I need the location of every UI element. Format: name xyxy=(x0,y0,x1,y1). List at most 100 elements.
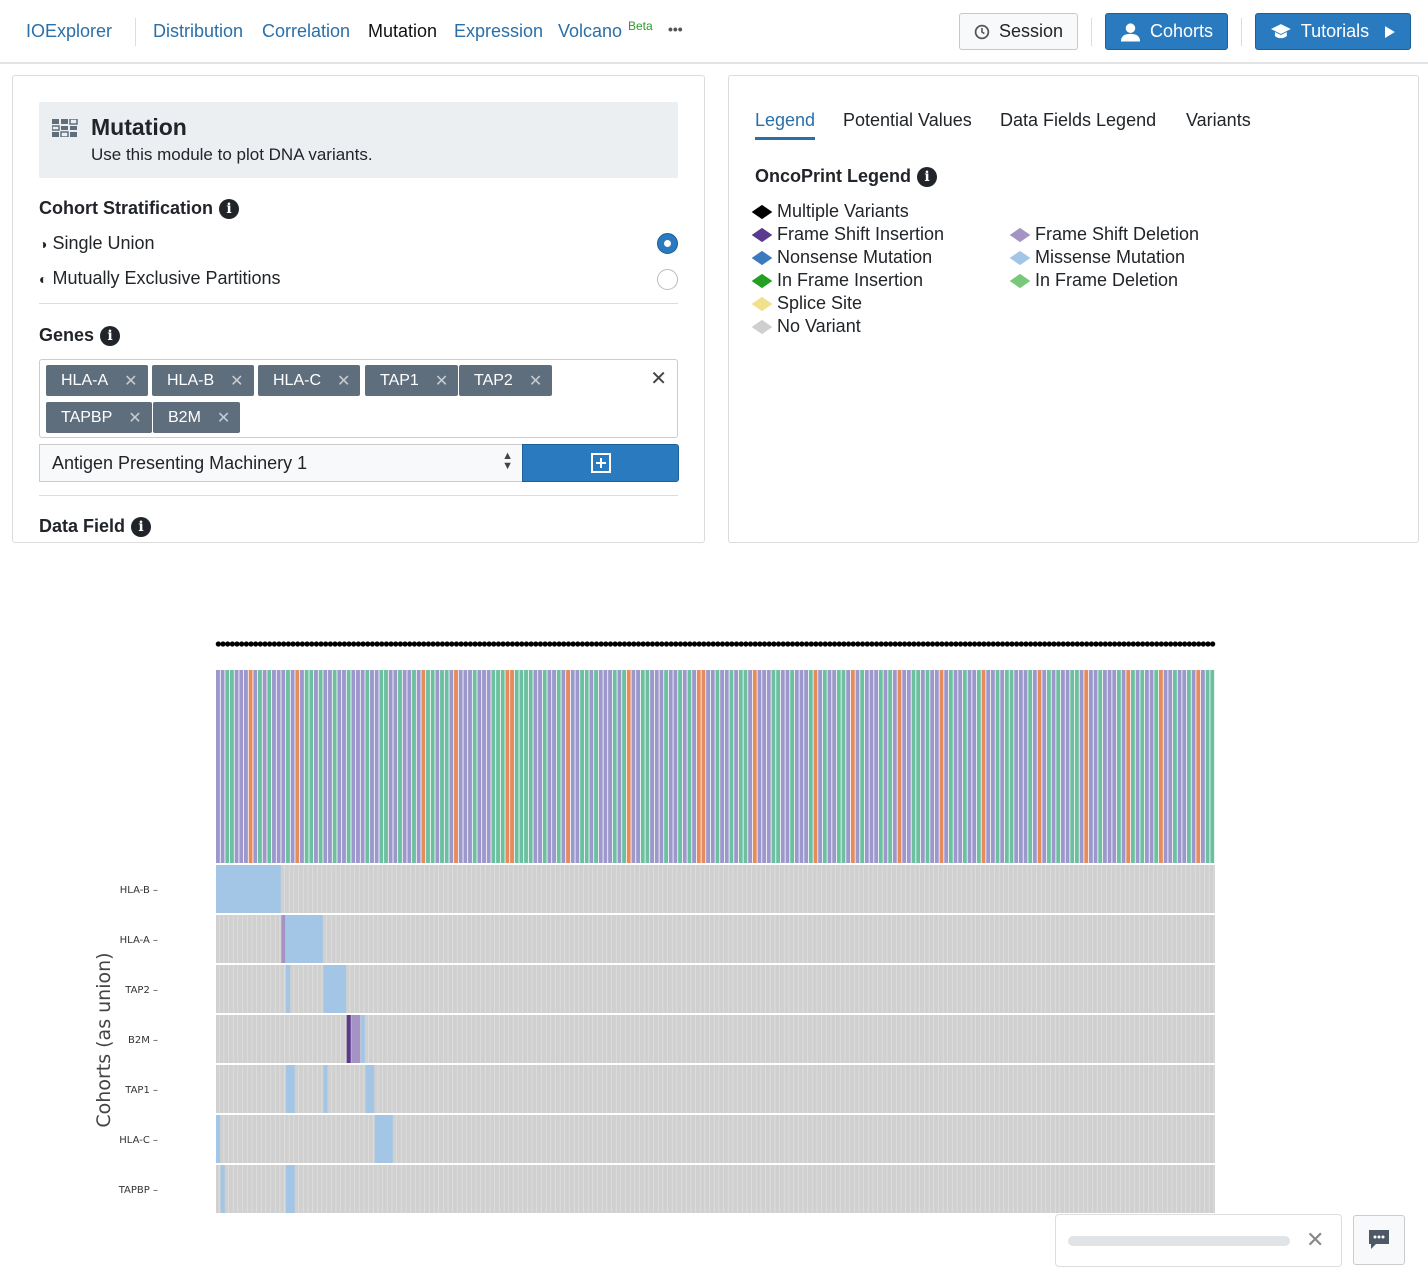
divider xyxy=(39,495,678,496)
more-menu[interactable]: ••• xyxy=(668,21,683,37)
tab-potential-values[interactable]: Potential Values xyxy=(843,110,972,130)
session-button[interactable]: Session xyxy=(959,13,1078,50)
gene-set-select[interactable]: Antigen Presenting Machinery 1 ▲ ▼ xyxy=(39,444,523,482)
multiple-variant-marker xyxy=(505,641,511,647)
tab-variants[interactable]: Variants xyxy=(1186,110,1251,130)
feedback-button[interactable] xyxy=(1353,1215,1405,1265)
close-icon[interactable]: ✕ xyxy=(1306,1227,1325,1252)
info-icon[interactable]: i xyxy=(219,198,239,219)
cohort-bar xyxy=(528,670,533,863)
cohort-bar xyxy=(230,670,234,863)
multiple-variant-marker xyxy=(234,641,240,647)
remove-icon[interactable]: ✕ xyxy=(216,409,231,427)
multiple-variant-marker xyxy=(379,641,385,647)
multiple-variant-marker xyxy=(397,641,403,647)
mutation-cell xyxy=(286,965,291,1013)
cohort-bar xyxy=(1009,670,1014,863)
tab-legend[interactable]: Legend xyxy=(755,110,816,140)
multiple-variant-marker xyxy=(999,641,1006,647)
cohort-bar xyxy=(1186,670,1191,863)
legend-item: Frame Shift Deletion xyxy=(1009,224,1199,245)
cohort-bar xyxy=(813,670,818,863)
multiple-variant-marker xyxy=(1135,641,1141,647)
diamond-icon xyxy=(751,250,773,265)
cohort-bar xyxy=(318,670,323,863)
legend-label: Splice Site xyxy=(777,293,863,313)
multiple-variant-marker xyxy=(808,641,814,647)
mutation-cell xyxy=(220,1165,225,1213)
radio-single-union[interactable] xyxy=(657,233,678,254)
cohort-bar xyxy=(1074,670,1079,863)
nav-mutation[interactable]: Mutation xyxy=(368,21,438,41)
info-icon[interactable]: i xyxy=(100,325,121,346)
multiple-variant-marker xyxy=(915,641,922,647)
tutorials-button[interactable]: Tutorials xyxy=(1255,13,1411,50)
radio-mutually-exclusive[interactable] xyxy=(657,269,678,290)
multiple-variant-marker xyxy=(435,641,441,647)
cohort-bar xyxy=(440,670,444,863)
cohort-bar xyxy=(234,670,239,863)
add-gene-set-button[interactable] xyxy=(522,444,679,482)
cohort-bar xyxy=(794,670,799,863)
multiple-variant-marker xyxy=(332,641,338,647)
cohort-bar xyxy=(342,670,346,863)
cohort-bar xyxy=(678,670,683,863)
cohort-bar xyxy=(584,670,589,863)
multiple-variant-marker xyxy=(337,641,343,647)
multiple-variant-marker xyxy=(514,641,520,647)
nav-distribution[interactable]: Distribution xyxy=(153,21,244,41)
remove-icon[interactable]: ✕ xyxy=(337,372,351,390)
cohort-bar xyxy=(850,670,855,863)
multiple-variant-marker xyxy=(1046,641,1052,647)
option-label: Mutually Exclusive Partitions xyxy=(52,268,281,288)
multiple-variant-marker xyxy=(1018,641,1024,647)
nav-volcano[interactable]: Volcano xyxy=(558,21,623,41)
gene-row-background xyxy=(216,1115,1215,1163)
remove-icon[interactable]: ✕ xyxy=(230,372,244,390)
genes-input[interactable]: HLA-A ✕ HLA-B ✕ HLA-C ✕ TAP1 ✕ TAP2 ✕ TAPBP ✕ … xyxy=(39,359,678,438)
gene-tag: HLA-B ✕ xyxy=(152,365,254,396)
data-field-heading: Data Field i xyxy=(39,516,152,537)
cohort-bar xyxy=(1107,670,1112,863)
nav-correlation[interactable]: Correlation xyxy=(262,21,351,41)
diamond-icon xyxy=(751,227,773,242)
info-icon[interactable]: i xyxy=(131,516,152,537)
option-single-union[interactable]: ◑ Single Union xyxy=(39,233,155,254)
multiple-variant-marker xyxy=(855,641,861,647)
option-mutually-exclusive[interactable]: ◐ Mutually Exclusive Partitions xyxy=(39,268,281,289)
multiple-variant-marker xyxy=(747,641,754,647)
cohort-bar xyxy=(724,670,729,863)
remove-icon[interactable]: ✕ xyxy=(124,372,138,390)
cohort-bar xyxy=(379,670,384,863)
gene-set-value: Antigen Presenting Machinery 1 xyxy=(52,453,308,473)
multiple-variant-marker xyxy=(631,641,637,647)
multiple-variant-marker xyxy=(1172,641,1178,647)
cohort-bar xyxy=(883,670,888,863)
clear-all-icon[interactable]: ✕ xyxy=(650,368,667,390)
cohort-bar xyxy=(939,670,944,863)
multiple-variant-marker xyxy=(248,641,254,647)
multiple-variant-marker xyxy=(673,641,679,647)
remove-icon[interactable]: ✕ xyxy=(528,372,543,390)
info-icon[interactable]: i xyxy=(917,166,938,187)
multiple-variant-marker xyxy=(775,641,782,647)
remove-icon[interactable]: ✕ xyxy=(434,372,449,390)
multiple-variant-marker xyxy=(402,641,408,647)
tab-data-fields-legend[interactable]: Data Fields Legend xyxy=(1000,110,1157,130)
multiple-variant-marker xyxy=(1028,641,1034,647)
cohorts-button[interactable]: Cohorts xyxy=(1105,13,1228,50)
multiple-variant-marker xyxy=(430,641,436,647)
multiple-variant-marker xyxy=(1056,641,1062,647)
cohort-bar xyxy=(682,670,687,863)
multiple-variant-marker xyxy=(523,641,530,647)
cohort-bar xyxy=(958,670,963,863)
multiple-variant-marker xyxy=(477,641,483,647)
nav-expression[interactable]: Expression xyxy=(454,21,544,41)
cohort-bar xyxy=(1093,670,1098,863)
multiple-variant-marker xyxy=(920,641,926,647)
session-label: Session xyxy=(998,21,1063,41)
brand-link[interactable]: IOExplorer xyxy=(26,21,113,41)
sort-icon: ▲ ▼ xyxy=(502,450,513,472)
remove-icon[interactable]: ✕ xyxy=(128,409,142,427)
legend-label: Frame Shift Insertion xyxy=(777,224,945,244)
